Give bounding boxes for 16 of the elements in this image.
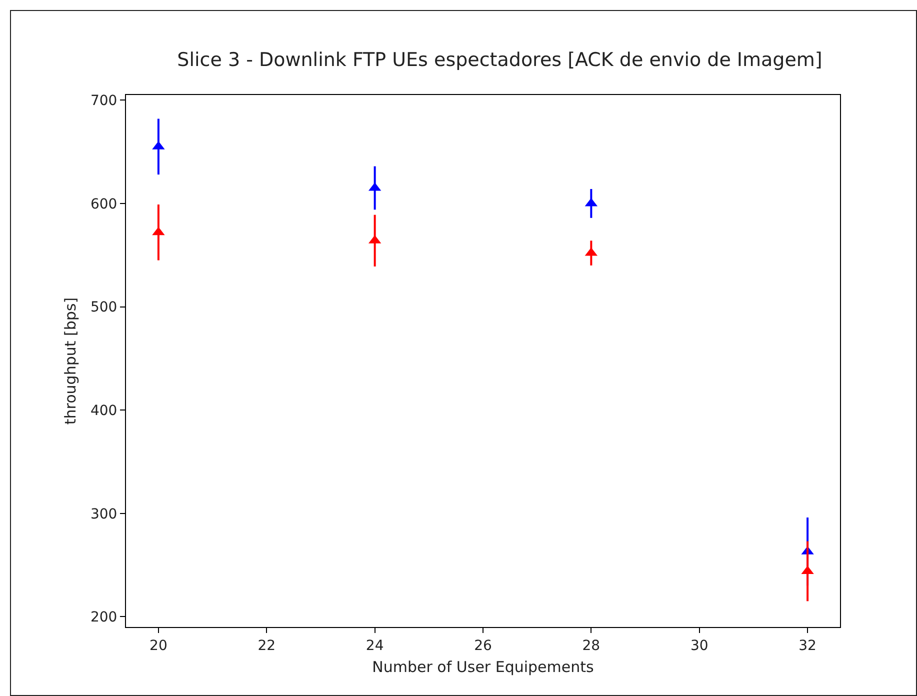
x-tick-label: 28 <box>582 638 600 654</box>
x-tick-label: 30 <box>690 638 708 654</box>
x-tick-label: 26 <box>474 638 492 654</box>
y-tick-label: 500 <box>90 300 118 316</box>
x-tick-label: 20 <box>150 638 168 654</box>
x-axis-title: Number of User Equipements <box>372 658 594 676</box>
x-tick-label: 32 <box>798 638 816 654</box>
x-tick-label: 22 <box>258 638 276 654</box>
y-axis-title: throughput [bps] <box>62 297 80 425</box>
chart-title: Slice 3 - Downlink FTP UEs espectadores [ACK de envio de Imagem] <box>177 49 822 72</box>
y-tick-label: 300 <box>90 506 118 522</box>
y-tick-label: 600 <box>90 196 118 212</box>
y-tick-label: 400 <box>90 402 118 419</box>
y-tick-label: 700 <box>90 93 118 110</box>
y-tick-label: 200 <box>90 610 118 626</box>
x-tick-label: 24 <box>366 638 384 654</box>
